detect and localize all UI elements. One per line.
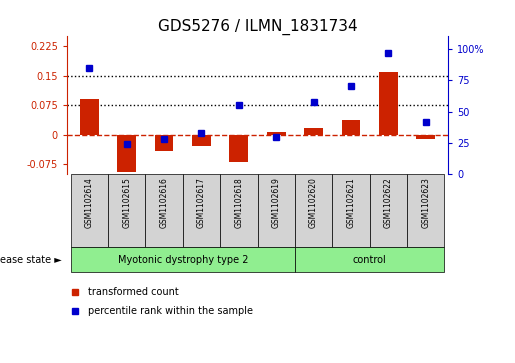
Bar [71, 174, 108, 247]
Text: GSM1102619: GSM1102619 [272, 177, 281, 228]
Text: GSM1102620: GSM1102620 [309, 177, 318, 228]
Bar [295, 174, 332, 247]
Bar [332, 174, 370, 247]
Bar [80, 99, 99, 135]
Bar [370, 174, 407, 247]
Bar [407, 174, 444, 247]
Bar [267, 132, 285, 135]
Text: GSM1102618: GSM1102618 [234, 177, 243, 228]
Text: GSM1102623: GSM1102623 [421, 177, 430, 228]
Text: disease state ►: disease state ► [0, 254, 62, 265]
Text: GSM1102621: GSM1102621 [347, 177, 355, 228]
Bar [183, 174, 220, 247]
Text: GSM1102616: GSM1102616 [160, 177, 168, 228]
Text: GSM1102622: GSM1102622 [384, 177, 393, 228]
Bar [192, 135, 211, 146]
Bar [71, 247, 295, 272]
Text: control: control [353, 254, 386, 265]
Bar [295, 247, 444, 272]
Text: Myotonic dystrophy type 2: Myotonic dystrophy type 2 [117, 254, 248, 265]
Text: GSM1102614: GSM1102614 [85, 177, 94, 228]
Bar [154, 135, 174, 151]
Text: percentile rank within the sample: percentile rank within the sample [88, 306, 253, 316]
Bar [220, 174, 258, 247]
Bar [304, 128, 323, 135]
Text: GSM1102617: GSM1102617 [197, 177, 206, 228]
Text: transformed count: transformed count [88, 287, 179, 297]
Bar [145, 174, 183, 247]
Bar [230, 135, 248, 162]
Bar [117, 135, 136, 172]
Bar [108, 174, 145, 247]
Bar [416, 135, 435, 139]
Bar [258, 174, 295, 247]
Title: GDS5276 / ILMN_1831734: GDS5276 / ILMN_1831734 [158, 19, 357, 35]
Bar [379, 72, 398, 135]
Bar [341, 120, 360, 135]
Text: GSM1102615: GSM1102615 [122, 177, 131, 228]
